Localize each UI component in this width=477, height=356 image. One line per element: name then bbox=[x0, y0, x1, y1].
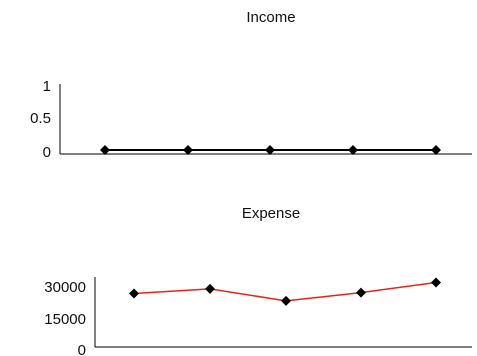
income-chart-title: Income bbox=[246, 9, 295, 26]
income-point-5 bbox=[431, 145, 441, 155]
income-y-tick-0.5: 0.5 bbox=[30, 110, 51, 127]
expense-y-tick-0: 0 bbox=[78, 342, 86, 356]
expense-point-5 bbox=[431, 277, 441, 288]
income-point-4 bbox=[348, 145, 358, 155]
income-y-tick-0: 0 bbox=[43, 144, 51, 161]
income-point-2 bbox=[183, 145, 193, 155]
income-point-1 bbox=[100, 145, 110, 155]
expense-point-2 bbox=[205, 283, 215, 294]
expense-y-tick-30000: 30000 bbox=[44, 279, 86, 296]
expense-point-1 bbox=[129, 288, 139, 299]
expense-y-tick-15000: 15000 bbox=[44, 311, 86, 328]
expense-point-4 bbox=[356, 287, 366, 298]
income-point-3 bbox=[265, 145, 275, 155]
income-series bbox=[100, 145, 441, 155]
expense-chart-title: Expense bbox=[242, 205, 300, 222]
income-chart: Income 0 0.5 1 bbox=[30, 9, 472, 161]
income-y-tick-1: 1 bbox=[43, 78, 51, 95]
expense-chart: Expense 0 15000 30000 bbox=[44, 205, 472, 356]
expense-series bbox=[129, 277, 441, 306]
expense-point-3 bbox=[281, 295, 291, 306]
